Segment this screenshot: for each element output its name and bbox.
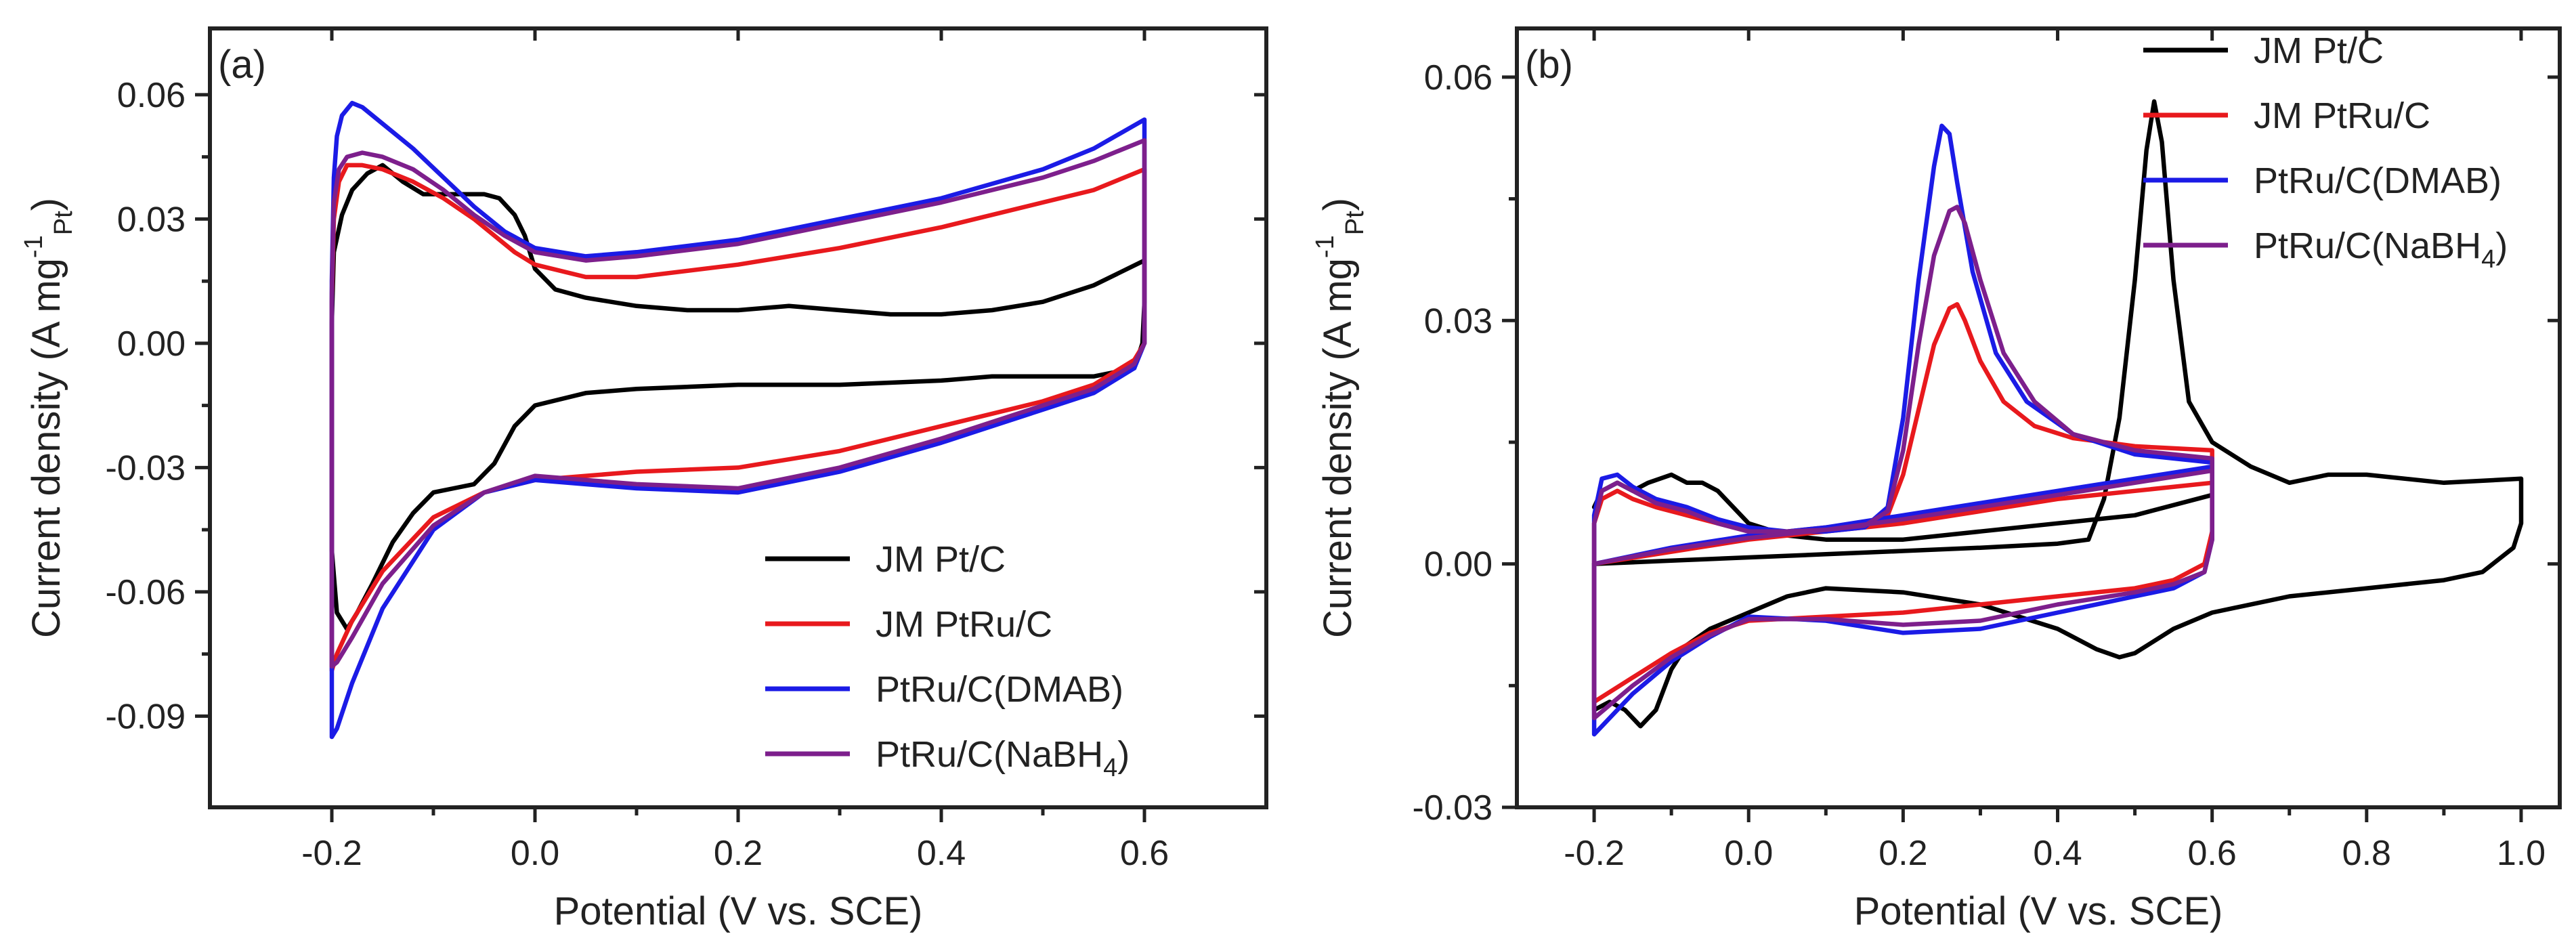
panel-a-y-tick-label: -0.03 (105, 448, 186, 488)
panel-b-x-ticks: -0.2 0.0 0.2 0.4 0.6 0.8 1.0 (1564, 28, 2546, 873)
panel-b-chart: -0.2 0.0 0.2 0.4 0.6 0.8 1.0 -0.03 0.00 0.03 0.06… (1311, 26, 2562, 933)
legend-label-main: JM Pt/C (876, 539, 1006, 580)
panel-b-legend-label-2: PtRu/C(DMAB) (2254, 161, 2502, 201)
panel-b-series-line-2 (1591, 123, 2214, 737)
legend-label-main: JM Pt/C (2254, 30, 2384, 71)
panel-b-y-axis-title-main: Current density (A mg (1316, 258, 1360, 638)
panel-a-legend-label-1: JM PtRu/C (876, 604, 1052, 645)
panel-b-series-line-3-b (1591, 468, 2214, 566)
panel-a-x-ticks: -0.2 0.0 0.2 0.4 0.6 (301, 28, 1169, 873)
panel-a-x-tick-label: 0.4 (917, 834, 966, 873)
panel-b-legend: JM Pt/C JM PtRu/C PtRu/C(DMAB) PtRu/C(NaBH4… (2143, 30, 2508, 274)
panel-b-legend-label-0: JM Pt/C (2254, 30, 2384, 71)
panel-b-y-tick-label: 0.00 (1424, 545, 1493, 584)
panel-b-y-axis-title-end: ) (1316, 198, 1360, 211)
panel-a-y-axis-title-sup: -1 (20, 235, 48, 258)
panel-a-y-tick-label: 0.03 (117, 200, 186, 239)
panel-b-y-axis-title-sub: Pt (1341, 211, 1369, 235)
panel-a-legend: JM Pt/C JM PtRu/C PtRu/C(DMAB) PtRu/C(NaBH4… (765, 539, 1130, 782)
panel-b-axes-frame (1515, 26, 2562, 809)
panel-b-x-tick-label: 0.2 (1879, 834, 1927, 873)
panel-a-plot-area: -0.2 0.0 0.2 0.4 0.6 -0.09 -0.06 -0.03 0.00 0.03… (105, 26, 1268, 873)
legend-label-end: ) (2495, 226, 2508, 266)
panel-a-chart: -0.2 0.0 0.2 0.4 0.6 -0.09 -0.06 -0.03 0.00 0.03… (20, 26, 1268, 933)
legend-label-main: PtRu/C(DMAB) (2254, 161, 2502, 201)
panel-b-x-tick-label: 0.6 (2188, 834, 2237, 873)
panel-b-x-tick-label: 0.4 (2033, 834, 2082, 873)
legend-label-sub: 4 (1103, 754, 1117, 782)
panel-b-x-tick-label: -0.2 (1564, 834, 1625, 873)
legend-label-main: PtRu/C(DMAB) (876, 669, 1123, 710)
panel-a-series-line-0 (329, 163, 1147, 632)
panel-b-y-ticks: -0.03 0.00 0.03 0.06 (1412, 58, 2560, 828)
panel-a-y-tick-label: 0.00 (117, 324, 186, 364)
panel-b-series-group (1591, 99, 2524, 737)
panel-a-y-axis-title: Current density (A mg-1Pt) (20, 198, 78, 638)
panel-a-series-line-3 (329, 137, 1147, 669)
panel-b-y-tick-label: 0.03 (1424, 301, 1493, 341)
panel-a-y-tick-label: -0.09 (105, 697, 186, 736)
panel-a-y-axis-title-sub: Pt (49, 211, 78, 235)
panel-b-legend-label-1: JM PtRu/C (2254, 95, 2430, 136)
panel-b-label: (b) (1525, 43, 1573, 87)
legend-label-main: PtRu/C(NaBH (876, 734, 1103, 775)
panel-b-y-tick-label: 0.06 (1424, 58, 1493, 98)
panel-b-y-axis-title-sup: -1 (1311, 235, 1339, 258)
panel-a-legend-label-3: PtRu/C(NaBH4) (876, 734, 1130, 782)
panel-b-series-line-0 (1591, 99, 2524, 729)
panel-a-x-tick-label: 0.6 (1120, 834, 1169, 873)
legend-label-main: JM PtRu/C (876, 604, 1052, 645)
panel-b-x-axis-title: Potential (V vs. SCE) (1854, 889, 2223, 933)
panel-a-y-ticks: -0.09 -0.06 -0.03 0.00 0.03 0.06 (105, 76, 1266, 736)
legend-label-end: ) (1117, 734, 1130, 775)
panel-a-y-axis-title-end: ) (24, 198, 68, 211)
panel-a-label: (a) (218, 43, 266, 87)
panel-a-x-tick-label: -0.2 (301, 834, 362, 873)
panel-b-legend-label-3: PtRu/C(NaBH4) (2254, 226, 2508, 274)
panel-a-y-tick-label: 0.06 (117, 76, 186, 115)
panel-b-x-tick-label: 1.0 (2497, 834, 2546, 873)
panel-b-y-axis-title: Current density (A mg-1Pt) (1311, 198, 1369, 638)
panel-a-legend-label-0: JM Pt/C (876, 539, 1006, 580)
panel-a-y-axis-title-main: Current density (A mg (24, 258, 68, 638)
panel-a-x-axis-title: Potential (V vs. SCE) (554, 889, 923, 933)
panel-b-series-line-3 (1591, 205, 2214, 721)
panel-a-series-group (329, 100, 1147, 740)
panel-a-legend-label-2: PtRu/C(DMAB) (876, 669, 1123, 710)
panel-b-plot-area: -0.2 0.0 0.2 0.4 0.6 0.8 1.0 -0.03 0.00 0.03 0.06 (1412, 26, 2562, 873)
legend-label-sub: 4 (2481, 245, 2495, 274)
panel-b-y-tick-label: -0.03 (1412, 788, 1493, 828)
legend-label-main: PtRu/C(NaBH (2254, 226, 2481, 266)
panel-a-x-tick-label: 0.0 (511, 834, 559, 873)
panel-a-x-tick-label: 0.2 (714, 834, 763, 873)
legend-label-main: JM PtRu/C (2254, 95, 2430, 136)
panel-b-x-tick-label: 0.8 (2342, 834, 2391, 873)
panel-b-x-tick-label: 0.0 (1724, 834, 1773, 873)
panel-a-y-tick-label: -0.06 (105, 573, 186, 612)
